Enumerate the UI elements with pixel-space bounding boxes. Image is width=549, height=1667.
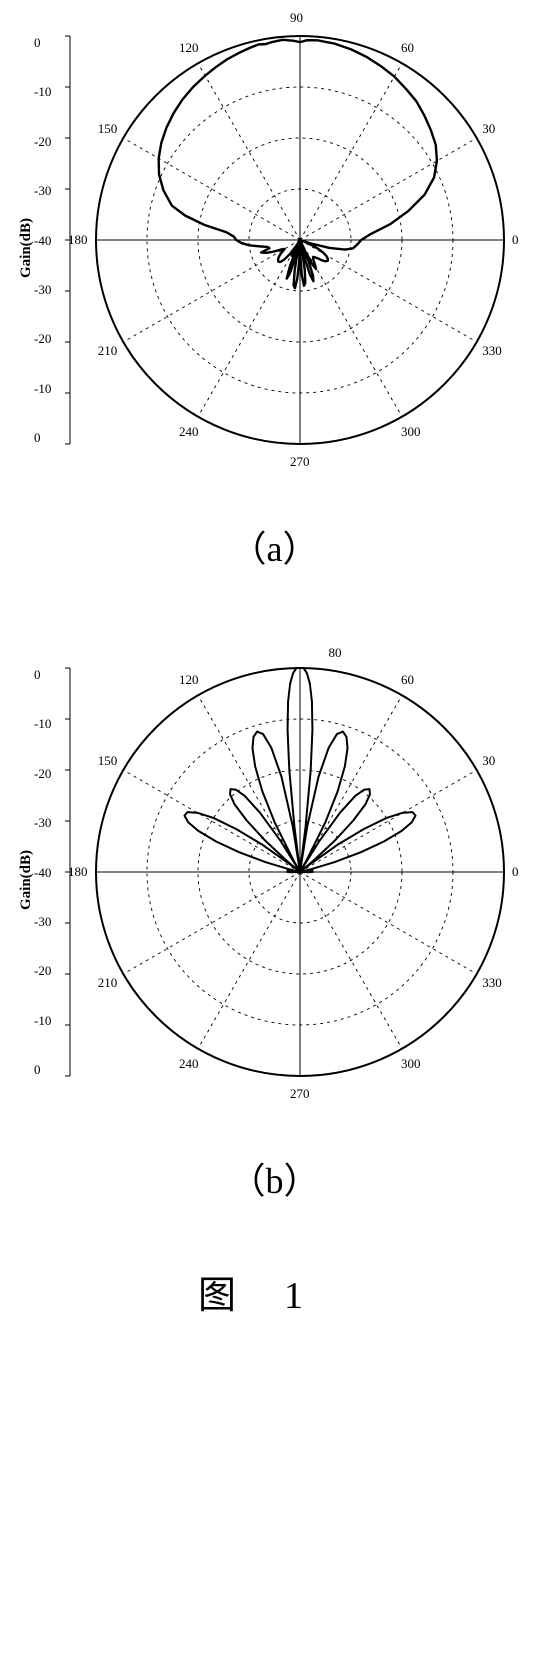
angle-tick: 60	[401, 40, 414, 56]
angle-tick: 270	[290, 1086, 310, 1102]
radial-tick: -30	[34, 184, 51, 197]
angle-tick: 240	[179, 1056, 199, 1072]
radial-tick: -20	[34, 135, 51, 148]
radial-tick: 0	[34, 668, 51, 681]
angle-tick: 150	[98, 121, 118, 137]
radial-tick: -30	[34, 915, 51, 928]
angle-tick: 180	[68, 232, 88, 248]
angle-tick: 210	[98, 343, 118, 359]
angle-tick: 300	[401, 424, 421, 440]
angle-tick: 0	[512, 864, 519, 880]
angle-tick: 180	[68, 864, 88, 880]
angle-tick: 30	[482, 753, 495, 769]
polar-chart-a: Gain(dB) 0 -10 -20 -30 -40 -30 -20 -10 0 0 30 60 90…	[0, 0, 549, 480]
figure-a-panel: Gain(dB) 0 -10 -20 -30 -40 -30 -20 -10 0 0 30 60 90…	[0, 0, 549, 572]
figure-b-panel: Gain(dB) 0 -10 -20 -30 -40 -30 -20 -10 0 0 30 60 80…	[0, 632, 549, 1204]
radial-tick: -10	[34, 1014, 51, 1027]
radial-tick: -10	[34, 717, 51, 730]
radial-tick: 0	[34, 431, 51, 444]
angle-tick: 150	[98, 753, 118, 769]
radial-tick: -10	[34, 85, 51, 98]
angle-tick: 240	[179, 424, 199, 440]
radial-ticks-b: 0 -10 -20 -30 -40 -30 -20 -10 0	[34, 668, 51, 1076]
angle-tick: 90	[290, 10, 303, 26]
angle-tick: 300	[401, 1056, 421, 1072]
angle-tick: 270	[290, 454, 310, 470]
angle-tick: 120	[179, 672, 199, 688]
radial-tick: -20	[34, 964, 51, 977]
radial-tick: 0	[34, 1063, 51, 1076]
radial-ticks-a: 0 -10 -20 -30 -40 -30 -20 -10 0	[34, 36, 51, 444]
radial-tick: -40	[34, 234, 51, 247]
radial-tick: -20	[34, 332, 51, 345]
angle-tick: 210	[98, 975, 118, 991]
radial-tick: 0	[34, 36, 51, 49]
angle-tick: 330	[482, 343, 502, 359]
figure-label: 图1	[0, 1264, 549, 1319]
angle-tick: 120	[179, 40, 199, 56]
angle-tick: 330	[482, 975, 502, 991]
radial-tick: -20	[34, 767, 51, 780]
radial-tick: -30	[34, 816, 51, 829]
angle-tick: 0	[512, 232, 519, 248]
polar-chart-b: Gain(dB) 0 -10 -20 -30 -40 -30 -20 -10 0 0 30 60 80…	[0, 632, 549, 1112]
yaxis-label-a: Gain(dB)	[18, 218, 35, 278]
angle-tick: 80	[329, 645, 342, 661]
radial-tick: -40	[34, 866, 51, 879]
yaxis-label-b: Gain(dB)	[18, 850, 35, 910]
radial-tick: -30	[34, 283, 51, 296]
subplot-label-a: （a）	[0, 520, 549, 572]
radial-tick: -10	[34, 382, 51, 395]
angle-tick: 60	[401, 672, 414, 688]
subplot-label-b: （b）	[0, 1152, 549, 1204]
angle-tick: 30	[482, 121, 495, 137]
